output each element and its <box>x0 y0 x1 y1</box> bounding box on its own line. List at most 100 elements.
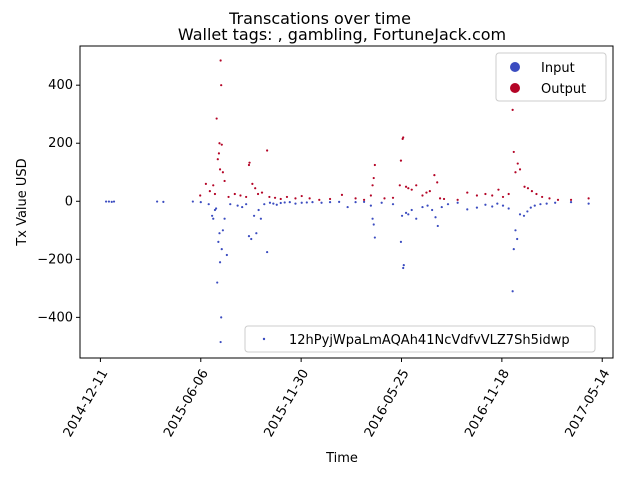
chart-title: Transcations over time <box>228 9 411 28</box>
output-point <box>466 191 469 194</box>
output-point <box>410 188 413 191</box>
input-point <box>305 201 308 204</box>
output-point <box>398 184 401 187</box>
x-axis: 2014-12-11 2015-06-06 2015-11-30 2016-05-25… <box>61 358 614 440</box>
input-point <box>373 236 376 239</box>
input-point <box>212 217 215 220</box>
input-point <box>404 211 408 214</box>
input-point <box>288 201 291 204</box>
input-point <box>354 201 357 204</box>
output-point <box>569 198 573 201</box>
input-point <box>371 217 374 220</box>
input-point <box>104 200 108 203</box>
input-point <box>225 253 228 257</box>
output-point <box>220 84 223 87</box>
output-point <box>217 152 221 155</box>
output-point <box>223 179 226 183</box>
x-tick-label: 2014-12-11 <box>61 367 112 440</box>
input-point <box>162 200 165 203</box>
input-point <box>300 201 303 204</box>
output-point <box>300 194 303 198</box>
input-point <box>507 207 510 210</box>
input-point <box>529 206 532 209</box>
output-point <box>294 197 297 200</box>
input-point <box>266 250 269 254</box>
output-point <box>526 187 530 190</box>
output-point <box>402 136 405 139</box>
input-point <box>257 208 260 212</box>
legend-output-label: Output <box>541 82 586 97</box>
input-point <box>107 200 111 203</box>
legend-input-marker <box>510 62 520 72</box>
input-point <box>279 201 282 205</box>
output-point <box>362 198 366 201</box>
input-point <box>156 200 159 203</box>
input-point <box>250 237 253 241</box>
output-point <box>501 195 505 199</box>
output-point <box>399 159 403 162</box>
input-point <box>272 202 275 205</box>
output-point <box>507 192 510 196</box>
input-point <box>399 240 403 244</box>
chart-subtitle: Wallet tags: , gambling, FortuneJack.com <box>178 25 506 44</box>
input-point <box>496 202 499 205</box>
input-point <box>407 213 410 216</box>
input-point <box>491 205 494 208</box>
output-point <box>266 149 269 152</box>
input-point <box>328 201 332 204</box>
y-tick-label: 200 <box>48 136 73 151</box>
output-point <box>233 192 236 196</box>
output-point <box>548 197 551 200</box>
input-point <box>475 206 479 209</box>
output-point <box>218 142 221 145</box>
output-point <box>415 184 418 187</box>
input-point <box>220 248 223 251</box>
output-point <box>239 194 242 197</box>
input-point <box>434 216 437 219</box>
output-point <box>215 117 218 120</box>
x-tick-label: 2016-05-25 <box>362 367 413 440</box>
input-point <box>526 210 529 213</box>
input-point <box>516 237 519 241</box>
output-point <box>285 195 289 199</box>
x-tick-label: 2016-11-18 <box>462 367 513 440</box>
input-point <box>218 232 221 235</box>
output-point <box>541 195 544 199</box>
input-point <box>338 200 341 203</box>
input-point <box>223 217 226 220</box>
x-tick-label: 2015-06-06 <box>161 367 212 440</box>
input-point <box>391 203 395 206</box>
input-point <box>214 207 218 210</box>
output-point <box>208 190 211 193</box>
input-point <box>518 213 522 216</box>
output-point <box>247 163 251 167</box>
input-point <box>446 203 450 206</box>
input-point <box>112 200 116 203</box>
output-point <box>212 184 215 187</box>
input-point <box>241 205 244 209</box>
y-tick-label: −200 <box>37 252 73 267</box>
y-tick-label: 400 <box>48 78 73 93</box>
x-tick-label: 2017-05-14 <box>563 367 614 440</box>
class-legend-box <box>495 52 607 102</box>
output-point <box>199 194 202 197</box>
output-point <box>248 161 251 164</box>
output-point <box>442 197 446 201</box>
input-point <box>415 217 418 220</box>
output-point <box>254 187 257 190</box>
output-point <box>407 187 410 190</box>
input-point <box>369 204 372 207</box>
output-point <box>220 143 223 146</box>
output-point <box>204 182 207 185</box>
output-point <box>425 191 428 194</box>
input-point <box>436 224 439 228</box>
input-point <box>216 281 219 284</box>
output-point <box>514 171 517 174</box>
output-point <box>428 190 431 193</box>
output-point <box>433 174 436 177</box>
input-point <box>569 201 573 204</box>
output-point <box>556 198 560 201</box>
output-point <box>518 168 522 171</box>
output-point <box>436 181 439 184</box>
